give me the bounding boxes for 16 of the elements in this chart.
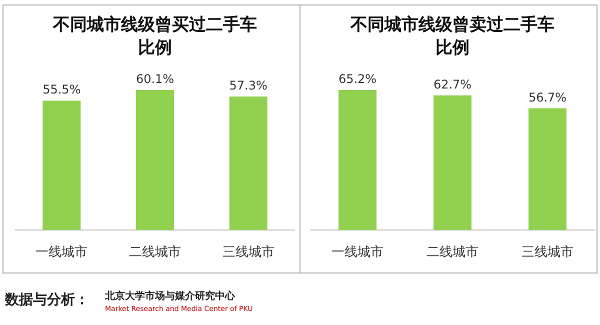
x-tick-label: 二线城市 <box>129 245 181 260</box>
data-label: 62.7% <box>433 77 472 92</box>
data-label: 65.2% <box>338 72 377 86</box>
data-label: 57.3% <box>229 78 268 93</box>
x-tick-label: 三线城市 <box>222 245 274 260</box>
data-label: 55.5% <box>42 82 81 97</box>
data-label: 60.1% <box>136 72 174 86</box>
data-label: 56.7% <box>528 90 567 104</box>
text: 数据与分析： <box>4 292 89 308</box>
x-tick-label: 二线城市 <box>426 245 478 260</box>
text: 北京大学市场与媒介研究中心 <box>104 290 236 302</box>
x-tick-label: 一线城市 <box>332 245 384 260</box>
x-tick-label: 一线城市 <box>36 245 88 260</box>
chart-title: 不同城市线级曾卖过二手车比例 <box>350 15 554 58</box>
x-tick-label: 三线城市 <box>522 245 574 260</box>
chart-title: 不同城市线级曾买过二手车比例 <box>52 15 257 58</box>
